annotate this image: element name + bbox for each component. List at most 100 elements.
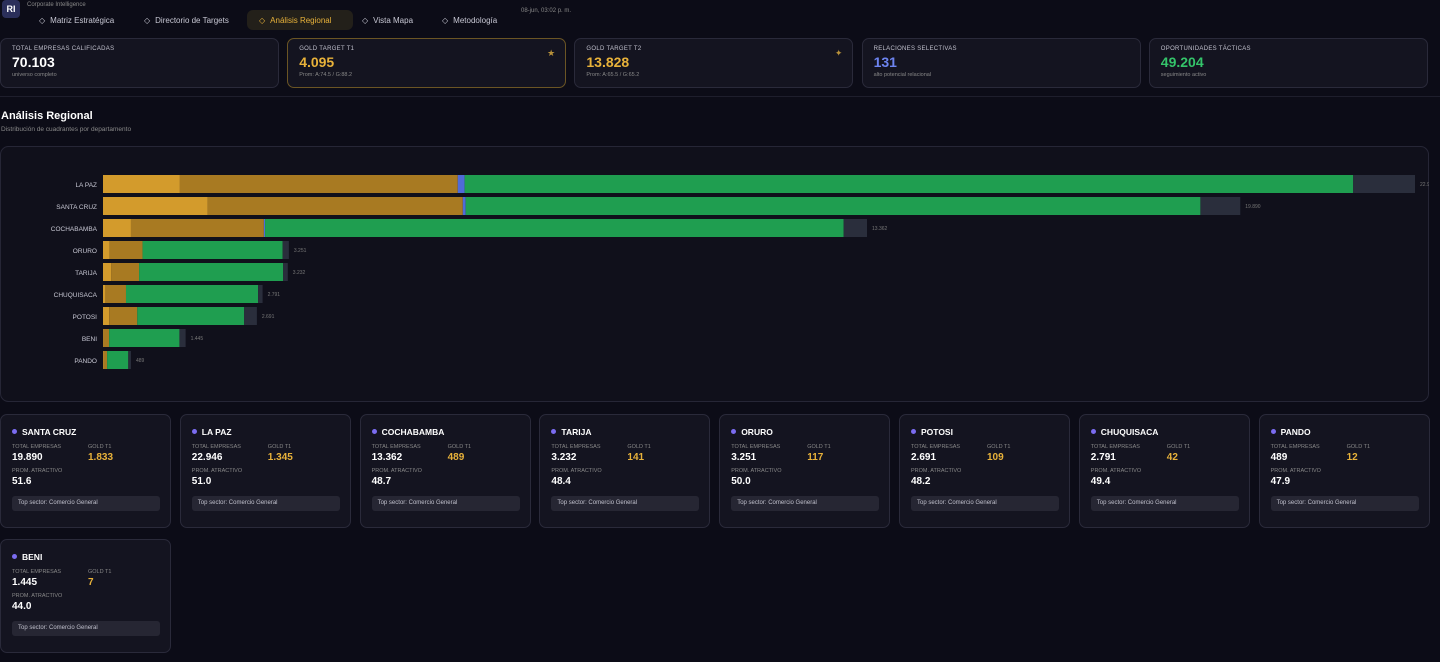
label-prom: PROM. ATRACTIVO <box>191 468 243 474</box>
region-card: SANTA CRUZ TOTAL EMPRESAS GOLD T1 19.890 1.8… <box>0 414 171 528</box>
category-label: PANDO <box>74 358 97 365</box>
value-total: 19.890 <box>12 452 43 463</box>
tab-label: Matriz Estratégica <box>50 15 115 25</box>
bar-segment <box>105 285 126 303</box>
tab-icon: ◇ <box>144 15 151 25</box>
bar-segment <box>282 241 289 259</box>
logo: RI <box>2 0 20 18</box>
value-total: 2.691 <box>911 452 937 463</box>
region-card: CHUQUISACA TOTAL EMPRESAS GOLD T1 2.791 42 PR… <box>1078 414 1250 528</box>
region-card: BENI TOTAL EMPRESAS GOLD T1 1.445 7 PROM. ATR… <box>0 539 171 653</box>
total-label: 13.362 <box>872 226 888 232</box>
tab[interactable]: ◇ Matriz Estratégica <box>27 10 138 30</box>
kpi-label: GOLD TARGET T2 <box>586 46 642 52</box>
bar-segment <box>103 197 208 215</box>
bar-segment <box>179 329 186 347</box>
region-name: PANDO <box>1280 427 1311 437</box>
label-prom: PROM. ATRACTIVO <box>12 468 63 474</box>
label-prom: PROM. ATRACTIVO <box>731 468 782 474</box>
region-name: COCHABAMBA <box>381 427 445 437</box>
region-name: BENI <box>22 552 43 562</box>
kpi-card: TOTAL EMPRESAS CALIFICADAS 70.103 universo… <box>0 38 279 88</box>
label-gold: GOLD T1 <box>1166 444 1191 450</box>
section-title: Análisis Regional <box>1 110 93 122</box>
value-prom: 44.0 <box>12 601 32 612</box>
total-label: 1.445 <box>191 336 204 342</box>
label-gold: GOLD T1 <box>627 444 651 450</box>
bar-segment <box>103 285 106 303</box>
total-label: 3.232 <box>293 270 306 276</box>
dot <box>551 429 557 434</box>
kpi-sub: alto potencial relacional <box>873 72 932 78</box>
kpi-sub: universo completo <box>12 72 57 78</box>
value-prom: 48.2 <box>911 476 931 487</box>
kpi-card: GOLD TARGET T2 13.828 Prom: A:65.5 / G:65.… <box>574 38 854 88</box>
dot <box>12 429 17 434</box>
kpi-label: OPORTUNIDADES TÁCTICAS <box>1160 46 1251 52</box>
tab[interactable]: ◇ Vista Mapa <box>350 10 434 30</box>
region-name: ORURO <box>741 427 773 437</box>
bar-segment <box>128 351 131 369</box>
dot <box>1270 429 1276 434</box>
sector: Top sector: Comercio General <box>911 496 1059 511</box>
label-total: TOTAL EMPRESAS <box>1090 444 1140 450</box>
bar-segment <box>103 351 108 369</box>
tab-icon: ◇ <box>259 15 266 25</box>
sector: Top sector: Comercio General <box>371 496 520 511</box>
kpi-sub: Prom: A:65.5 / G:65.2 <box>586 72 640 78</box>
kpi-value: 49.204 <box>1160 54 1204 70</box>
label-prom: PROM. ATRACTIVO <box>1090 468 1142 474</box>
bar-segment <box>1353 175 1415 193</box>
kpi-value: 4.095 <box>299 54 335 70</box>
bar-segment <box>465 197 1201 215</box>
value-gold: 489 <box>447 452 465 463</box>
value-total: 3.251 <box>731 452 757 463</box>
dot <box>1090 429 1096 434</box>
value-gold: 42 <box>1166 452 1178 463</box>
kpi-value: 13.828 <box>586 54 630 70</box>
dot <box>731 429 737 434</box>
bar-segment <box>137 307 245 325</box>
kpi-card: RELACIONES SELECTIVAS 131 alto potencial r… <box>861 38 1141 88</box>
bar-segment <box>125 285 259 303</box>
value-prom: 51.0 <box>191 476 212 487</box>
sector: Top sector: Comercio General <box>191 496 340 511</box>
label-prom: PROM. ATRACTIVO <box>12 593 63 599</box>
value-prom: 50.0 <box>731 476 751 487</box>
kpi-label: RELACIONES SELECTIVAS <box>873 46 957 52</box>
total-label: 2.691 <box>262 314 275 320</box>
sector: Top sector: Comercio General <box>1090 496 1239 511</box>
label-prom: PROM. ATRACTIVO <box>911 468 962 474</box>
value-total: 1.445 <box>12 577 38 588</box>
tab[interactable]: ◇ Directorio de Targets <box>132 10 252 30</box>
kpi-card: GOLD TARGET T1 4.095 Prom: A:74.5 / G:88.2… <box>287 38 567 88</box>
value-gold: 109 <box>987 452 1004 463</box>
bar-segment <box>207 197 463 215</box>
kpi-value: 131 <box>873 54 897 70</box>
region-name: CHUQUISACA <box>1100 427 1159 437</box>
label-total: TOTAL EMPRESAS <box>731 444 781 450</box>
tab-label: Directorio de Targets <box>155 15 229 25</box>
label-gold: GOLD T1 <box>447 444 472 450</box>
section-subtitle: Distribución de cuadrantes por departame… <box>1 126 132 133</box>
tab-label: Metodología <box>453 15 498 25</box>
label-total: TOTAL EMPRESAS <box>551 444 601 450</box>
tab[interactable]: ◇ Análisis Regional <box>247 10 353 30</box>
tab-icon: ◇ <box>39 15 46 25</box>
bar-segment <box>457 175 465 193</box>
label-total: TOTAL EMPRESAS <box>12 569 62 575</box>
label-prom: PROM. ATRACTIVO <box>371 468 422 474</box>
kpi-card: OPORTUNIDADES TÁCTICAS 49.204 seguimiento … <box>1148 38 1428 88</box>
value-gold: 117 <box>807 452 824 463</box>
bar-segment <box>103 263 112 281</box>
category-label: SANTA CRUZ <box>56 204 97 211</box>
bar-segment <box>103 175 180 193</box>
region-card: LA PAZ TOTAL EMPRESAS GOLD T1 22.946 1.345 PR… <box>179 414 351 528</box>
tab[interactable]: ◇ Metodología <box>430 10 512 30</box>
dot <box>911 429 916 434</box>
kpi-label: GOLD TARGET T1 <box>299 46 355 52</box>
sector: Top sector: Comercio General <box>12 496 160 511</box>
total-label: 2.791 <box>268 292 281 298</box>
category-label: COCHABAMBA <box>51 226 98 233</box>
kpi-value: 70.103 <box>12 54 55 70</box>
